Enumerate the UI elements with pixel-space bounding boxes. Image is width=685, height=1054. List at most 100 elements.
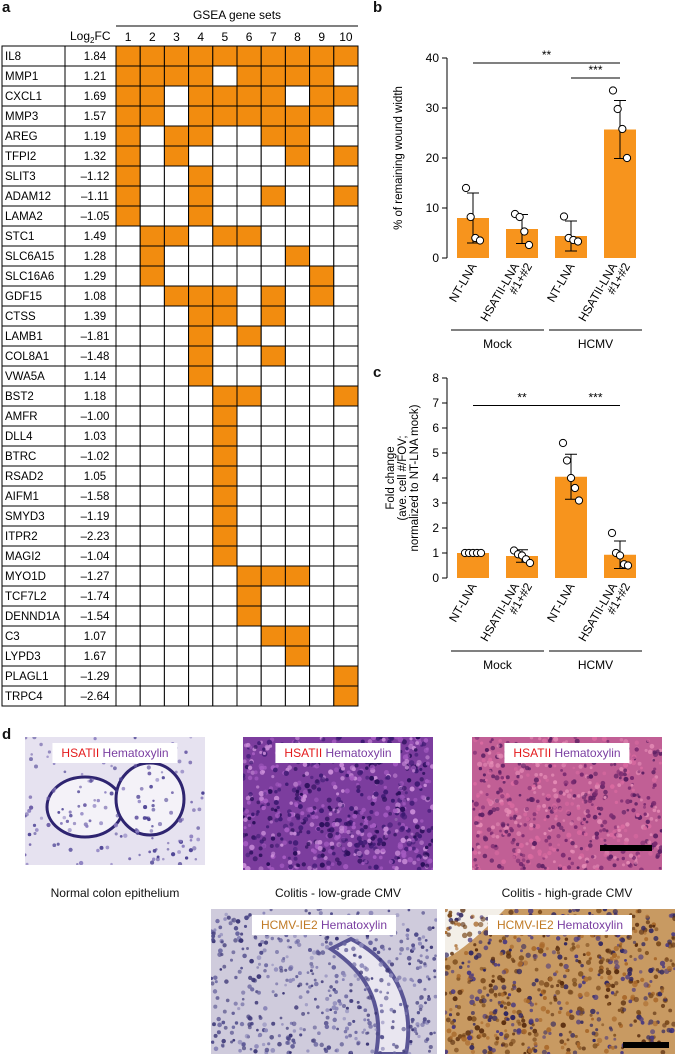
cell-nucleus <box>532 953 538 960</box>
cell-nucleus <box>571 849 575 854</box>
cell-nucleus <box>274 789 278 794</box>
cell-nucleus <box>590 803 594 806</box>
cell-nucleus <box>639 798 643 802</box>
cell-nucleus <box>526 859 530 864</box>
cell-nucleus <box>652 751 659 757</box>
cell-nucleus <box>287 816 292 822</box>
cell-nucleus <box>378 779 384 785</box>
gene-set-empty-cell <box>188 385 214 407</box>
cell-nucleus <box>451 1025 456 1029</box>
cell-nucleus <box>531 1047 536 1051</box>
gene-set-empty-cell <box>236 485 262 507</box>
cell-nucleus <box>295 792 300 797</box>
cell-nucleus <box>613 1033 617 1037</box>
gene-set-empty-cell <box>139 145 165 167</box>
cell-nucleus <box>424 779 429 784</box>
cell-nucleus <box>647 749 653 755</box>
cell-nucleus <box>383 789 389 795</box>
gene-set-member-cell <box>115 85 141 107</box>
gene-name: STC1 <box>5 231 34 243</box>
cell-nucleus <box>416 762 420 767</box>
cell-nucleus <box>372 947 377 952</box>
cell-nucleus <box>633 1019 637 1023</box>
cell-nucleus <box>481 1003 486 1008</box>
gene-set-empty-cell <box>163 445 190 467</box>
cell-nucleus <box>192 846 197 851</box>
gene-set-member-cell <box>284 45 311 67</box>
gene-set-empty-cell <box>236 685 262 707</box>
cell-nucleus <box>539 941 545 948</box>
cell-nucleus <box>565 789 569 794</box>
cell-nucleus <box>325 1008 330 1013</box>
cell-nucleus <box>633 929 638 934</box>
cell-nucleus <box>578 985 582 989</box>
cell-nucleus <box>473 921 479 927</box>
cell-nucleus <box>559 1039 565 1045</box>
cell-nucleus <box>467 1035 473 1041</box>
cell-nucleus <box>543 1030 548 1035</box>
cell-nucleus <box>355 938 359 942</box>
cell-nucleus <box>466 964 470 968</box>
gene-set-empty-cell <box>333 605 359 627</box>
cell-nucleus <box>446 932 451 937</box>
data-point <box>613 104 622 114</box>
cell-nucleus <box>483 836 489 842</box>
cell-nucleus <box>534 1018 539 1023</box>
cell-nucleus <box>317 854 322 859</box>
cell-nucleus <box>637 948 642 953</box>
cell-nucleus <box>491 807 497 813</box>
cell-nucleus <box>421 911 425 915</box>
cell-nucleus <box>520 867 524 870</box>
cell-nucleus <box>556 848 560 852</box>
cell-nucleus <box>432 957 437 961</box>
cell-nucleus <box>304 1003 309 1007</box>
gene-set-empty-cell <box>188 485 214 507</box>
cell-nucleus <box>152 849 157 853</box>
cell-nucleus <box>419 997 422 1000</box>
cell-nucleus <box>628 863 633 869</box>
cell-nucleus <box>445 952 450 958</box>
gene-set-empty-cell <box>284 285 311 307</box>
cell-nucleus <box>513 935 517 939</box>
cell-nucleus <box>326 865 331 870</box>
cell-nucleus <box>467 937 473 943</box>
gene-set-empty-cell <box>115 685 141 707</box>
cell-nucleus <box>297 780 302 785</box>
cell-nucleus <box>93 737 97 741</box>
cell-nucleus <box>184 750 188 754</box>
cell-nucleus <box>223 917 227 921</box>
cell-nucleus <box>373 776 378 781</box>
significance-label: *** <box>588 391 602 405</box>
gene-set-member-cell <box>188 165 214 187</box>
cell-nucleus <box>354 843 359 848</box>
cell-nucleus <box>323 855 328 861</box>
cell-nucleus <box>246 753 251 759</box>
cell-nucleus <box>379 990 383 994</box>
cell-nucleus <box>359 942 364 948</box>
data-point <box>622 153 632 163</box>
cell-nucleus <box>434 954 437 958</box>
cell-nucleus <box>410 765 417 771</box>
gene-set-empty-cell <box>139 285 165 307</box>
cell-nucleus <box>626 808 630 812</box>
cell-nucleus <box>428 843 432 847</box>
cell-nucleus <box>427 926 433 931</box>
gene-set-empty-cell <box>163 305 190 327</box>
cell-nucleus <box>282 855 287 860</box>
cell-nucleus <box>609 813 614 818</box>
cell-nucleus <box>157 822 163 827</box>
cell-nucleus <box>652 808 657 813</box>
cell-nucleus <box>294 1005 299 1010</box>
cell-nucleus <box>363 988 367 992</box>
cell-nucleus <box>577 971 584 977</box>
cell-nucleus <box>412 818 419 824</box>
cell-nucleus <box>583 764 587 768</box>
cell-nucleus <box>222 943 227 948</box>
gene-set-number: 3 <box>173 30 180 44</box>
cell-nucleus <box>529 822 534 828</box>
cell-nucleus <box>621 810 627 815</box>
cell-nucleus <box>531 845 536 850</box>
cell-nucleus <box>518 960 524 966</box>
gene-name: SMYD3 <box>5 511 45 523</box>
cell-nucleus <box>553 793 559 799</box>
